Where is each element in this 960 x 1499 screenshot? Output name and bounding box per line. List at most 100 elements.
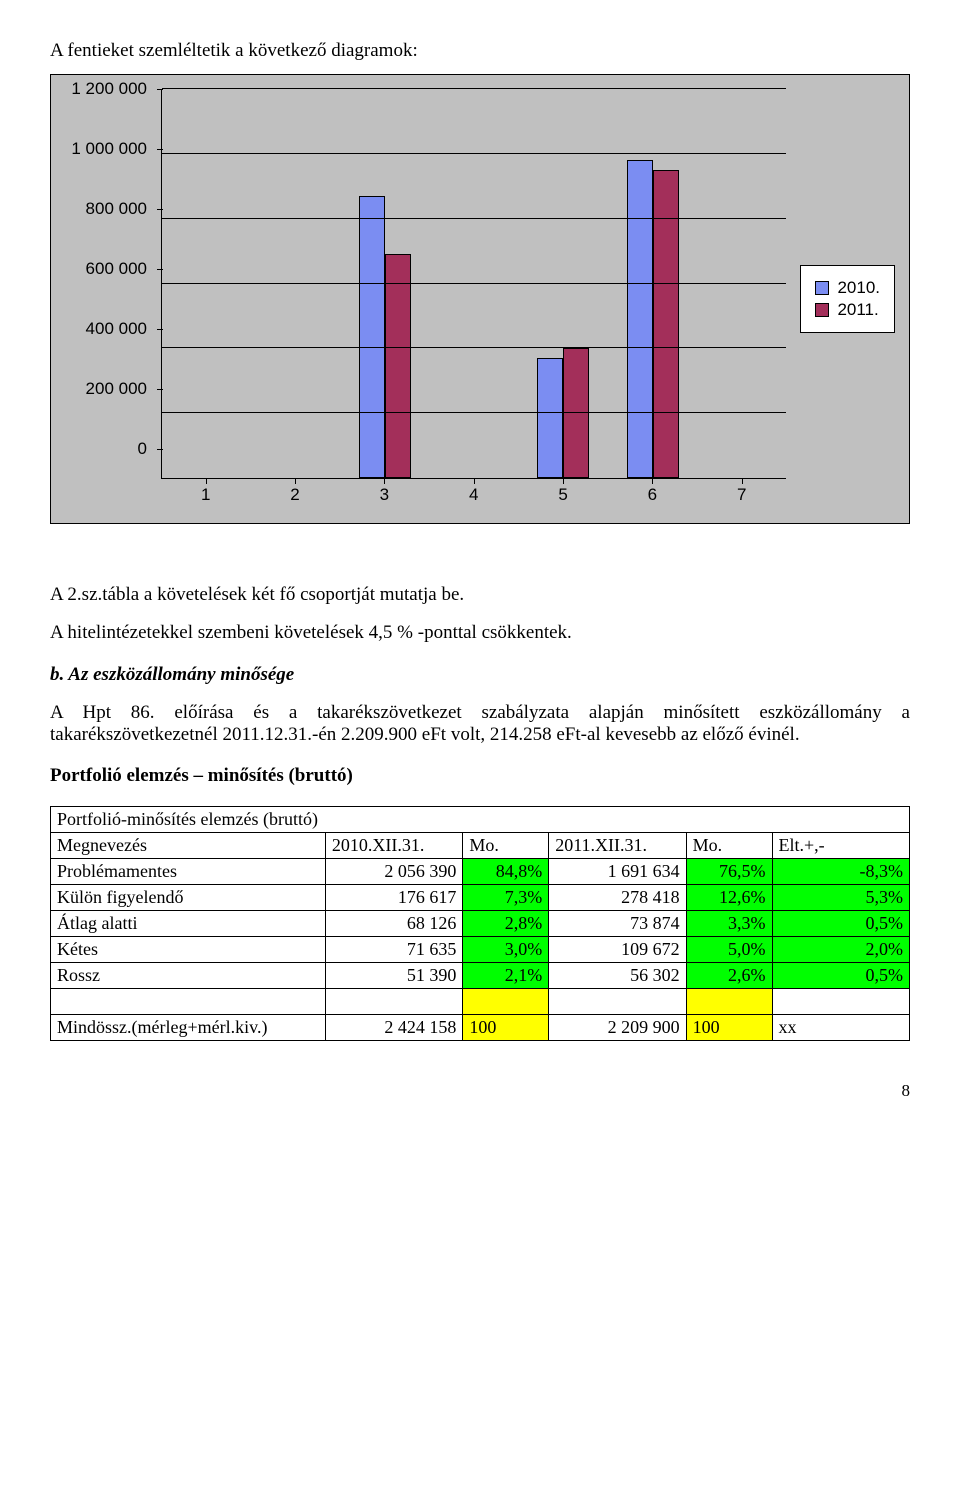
table-header-cell: 2011.XII.31. [549, 833, 686, 859]
x-tick-label: 7 [697, 479, 786, 509]
bar [627, 160, 653, 478]
y-tick-label: 1 200 000 [65, 79, 155, 99]
bar [359, 196, 385, 478]
table-header-cell: Elt.+,- [772, 833, 909, 859]
table-cell: 278 418 [549, 885, 686, 911]
gridline [162, 88, 786, 89]
y-tick-label: 200 000 [65, 379, 155, 399]
table-cell: 0,5% [772, 911, 909, 937]
table-cell: 2,8% [463, 911, 549, 937]
table-cell: 100 [463, 1015, 549, 1041]
legend-label: 2011. [837, 300, 878, 320]
table-header-cell: Mo. [686, 833, 772, 859]
table-cell [51, 989, 326, 1015]
table-header-cell: 2010.XII.31. [325, 833, 462, 859]
bar [653, 170, 679, 478]
category-slot [251, 89, 340, 478]
table-cell: 2 424 158 [325, 1015, 462, 1041]
portfolio-table: Portfolió-minősítés elemzés (bruttó)Megn… [50, 806, 910, 1041]
category-slot [697, 89, 786, 478]
section-b-label: b. Az eszközállomány minősége [50, 664, 294, 685]
para3-part-b: előírása és a takarékszövetkezet szabály… [50, 702, 910, 745]
bar [537, 358, 563, 478]
paragraph-1: A 2.sz.tábla a követelések két fő csopor… [50, 584, 910, 606]
table-header-cell: Megnevezés [51, 833, 326, 859]
table-cell: Problémamentes [51, 859, 326, 885]
y-tick-label: 600 000 [65, 259, 155, 279]
y-tick-label: 800 000 [65, 199, 155, 219]
table-cell: xx [772, 1015, 909, 1041]
table-cell: 5,3% [772, 885, 909, 911]
table-cell: 3,0% [463, 937, 549, 963]
table-cell: Átlag alatti [51, 911, 326, 937]
table-cell [686, 989, 772, 1015]
paragraph-2: A hitelintézetekkel szembeni követelések… [50, 622, 910, 644]
x-tick-label: 1 [161, 479, 250, 509]
table-cell: 0,5% [772, 963, 909, 989]
legend-swatch [815, 303, 829, 317]
table-cell: 7,3% [463, 885, 549, 911]
para3-part-a: A Hpt 86. [50, 702, 155, 723]
table-cell: Rossz [51, 963, 326, 989]
table-cell: 3,3% [686, 911, 772, 937]
chart-bars [162, 89, 786, 478]
bar-chart-frame: 0200 000400 000600 000800 0001 000 0001 … [50, 74, 910, 524]
legend-item: 2010. [815, 278, 880, 298]
table-cell: 51 390 [325, 963, 462, 989]
y-axis: 0200 000400 000600 000800 0001 000 0001 … [65, 89, 155, 479]
table-title: Portfolió-minősítés elemzés (bruttó) [51, 807, 910, 833]
x-tick-label: 2 [250, 479, 339, 509]
table-cell [772, 989, 909, 1015]
table-cell: 2 056 390 [325, 859, 462, 885]
table-cell: 176 617 [325, 885, 462, 911]
table-cell: Külön figyelendő [51, 885, 326, 911]
x-axis-labels: 1234567 [161, 479, 786, 509]
category-slot [608, 89, 697, 478]
bar-chart-plot: 0200 000400 000600 000800 0001 000 0001 … [65, 89, 786, 509]
table-cell: 12,6% [686, 885, 772, 911]
table-cell: -8,3% [772, 859, 909, 885]
table-cell [549, 989, 686, 1015]
category-slot [340, 89, 429, 478]
x-tick-label: 6 [608, 479, 697, 509]
table-cell: 100 [686, 1015, 772, 1041]
table-row: Külön figyelendő176 6177,3%278 41812,6%5… [51, 885, 910, 911]
table-cell: 2,0% [772, 937, 909, 963]
table-row: Kétes71 6353,0%109 6725,0%2,0% [51, 937, 910, 963]
table-cell: Mindössz.(mérleg+mérl.kiv.) [51, 1015, 326, 1041]
table-cell: 84,8% [463, 859, 549, 885]
chart-grid [161, 89, 786, 479]
bar [563, 348, 589, 478]
gridline [162, 218, 786, 219]
gridline [162, 153, 786, 154]
category-slot [430, 89, 519, 478]
x-tick-label: 5 [518, 479, 607, 509]
table-cell: 56 302 [549, 963, 686, 989]
gridline [162, 412, 786, 413]
page-number: 8 [50, 1081, 910, 1101]
category-slot [519, 89, 608, 478]
table-cell: 1 691 634 [549, 859, 686, 885]
table-row: Átlag alatti68 1262,8%73 8743,3%0,5% [51, 911, 910, 937]
table-header-row: Megnevezés2010.XII.31.Mo.2011.XII.31.Mo.… [51, 833, 910, 859]
table-cell: 2 209 900 [549, 1015, 686, 1041]
table-cell: 2,1% [463, 963, 549, 989]
table-cell: 76,5% [686, 859, 772, 885]
table-cell: 73 874 [549, 911, 686, 937]
table-cell: 71 635 [325, 937, 462, 963]
category-slot [162, 89, 251, 478]
gridline [162, 347, 786, 348]
x-tick-label: 3 [340, 479, 429, 509]
chart-legend: 2010.2011. [800, 265, 895, 333]
paragraph-3: A Hpt 86. előírása és a takarékszövetkez… [50, 702, 910, 746]
legend-label: 2010. [837, 278, 880, 298]
intro-text: A fentieket szemléltetik a következő dia… [50, 40, 910, 62]
table-cell: 5,0% [686, 937, 772, 963]
bar [385, 254, 411, 478]
table-row: Problémamentes2 056 39084,8%1 691 63476,… [51, 859, 910, 885]
table-cell [325, 989, 462, 1015]
x-tick-label: 4 [429, 479, 518, 509]
legend-swatch [815, 281, 829, 295]
table-cell: 2,6% [686, 963, 772, 989]
y-tick-label: 1 000 000 [65, 139, 155, 159]
